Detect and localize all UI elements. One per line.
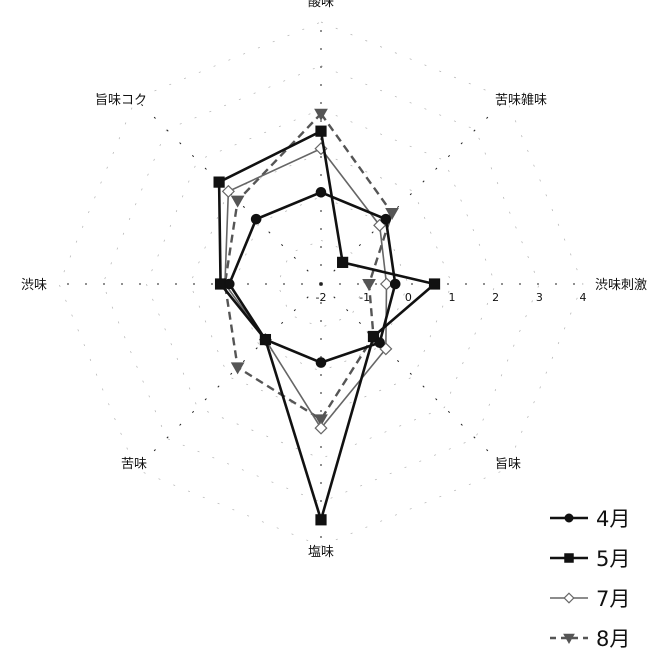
- series-line-2: [224, 147, 388, 430]
- series-1: [213, 125, 441, 526]
- series-0-point-2: [389, 278, 401, 290]
- series-line-3: [223, 111, 394, 422]
- axis-label-6: 渋味: [21, 278, 47, 293]
- series-1-point-3: [367, 330, 380, 343]
- spoke-3: [320, 283, 507, 470]
- spoke-5: [135, 283, 322, 470]
- series-1-point-7: [213, 176, 225, 188]
- series-2: [218, 142, 394, 435]
- series-0-point-3: [374, 337, 385, 348]
- legend-item-3: 8月: [550, 627, 630, 651]
- series-3-point-1: [385, 207, 399, 220]
- spoke-1: [320, 98, 507, 285]
- series-1-point-0: [315, 125, 327, 137]
- tick-label-3: 1: [449, 291, 456, 304]
- series-0-point-7: [250, 213, 262, 225]
- radar-tick-labels: -2 -1 0 1 2 3 4: [316, 291, 587, 304]
- series-0-point-0: [315, 187, 327, 198]
- legend-marker-3: [563, 633, 575, 645]
- legend-marker-0: [564, 513, 574, 523]
- legend-marker-1: [564, 553, 574, 563]
- tick-label-5: 3: [536, 291, 543, 304]
- legend-label-3: 8月: [596, 627, 630, 651]
- radar-series: [213, 108, 441, 526]
- series-line-1: [217, 129, 438, 525]
- legend-label-1: 5月: [596, 547, 630, 571]
- series-1-point-2: [428, 278, 441, 290]
- axis-label-7: 旨味コク: [95, 93, 147, 108]
- tick-label-0: -2: [316, 291, 327, 304]
- legend-item-1: 5月: [550, 547, 630, 571]
- center-dot: [319, 282, 323, 286]
- series-0-point-6: [224, 278, 235, 290]
- legend-marker-2: [563, 592, 575, 604]
- series-2-point-4: [314, 421, 328, 435]
- series-3-point-5: [230, 362, 245, 375]
- tick-label-4: 2: [492, 291, 499, 304]
- series-0-point-5: [260, 334, 271, 345]
- tick-label-2: 0: [405, 291, 412, 304]
- series-1-point-4: [315, 514, 327, 526]
- legend-item-0: 4月: [550, 507, 630, 531]
- series-0-point-1: [380, 213, 392, 225]
- legend-label-0: 4月: [596, 507, 630, 531]
- series-3-point-0: [314, 108, 328, 121]
- series-3-point-4: [314, 414, 328, 427]
- axis-label-0: 酸味: [308, 0, 334, 10]
- axis-label-3: 旨味: [495, 457, 521, 472]
- legend-item-2: 7月: [550, 587, 630, 611]
- series-0-point-4: [315, 357, 327, 368]
- chart-legend: 4月 5月 7月 8月: [550, 507, 630, 651]
- series-0: [224, 187, 401, 368]
- legend-label-2: 7月: [596, 587, 630, 611]
- series-2-point-7: [221, 184, 235, 198]
- series-3-point-7: [230, 195, 245, 208]
- series-1-point-1: [337, 256, 349, 268]
- tick-label-6: 4: [580, 291, 587, 304]
- tick-label-1: -1: [359, 291, 370, 304]
- series-3-point-2: [362, 279, 376, 292]
- radar-spokes: [59, 22, 583, 546]
- axis-label-4: 塩味: [308, 545, 334, 560]
- series-3: [218, 108, 399, 427]
- axis-label-1: 苦味雑味: [495, 92, 547, 108]
- axis-label-5: 苦味: [121, 456, 147, 472]
- axis-label-2: 渋味刺激: [595, 278, 647, 293]
